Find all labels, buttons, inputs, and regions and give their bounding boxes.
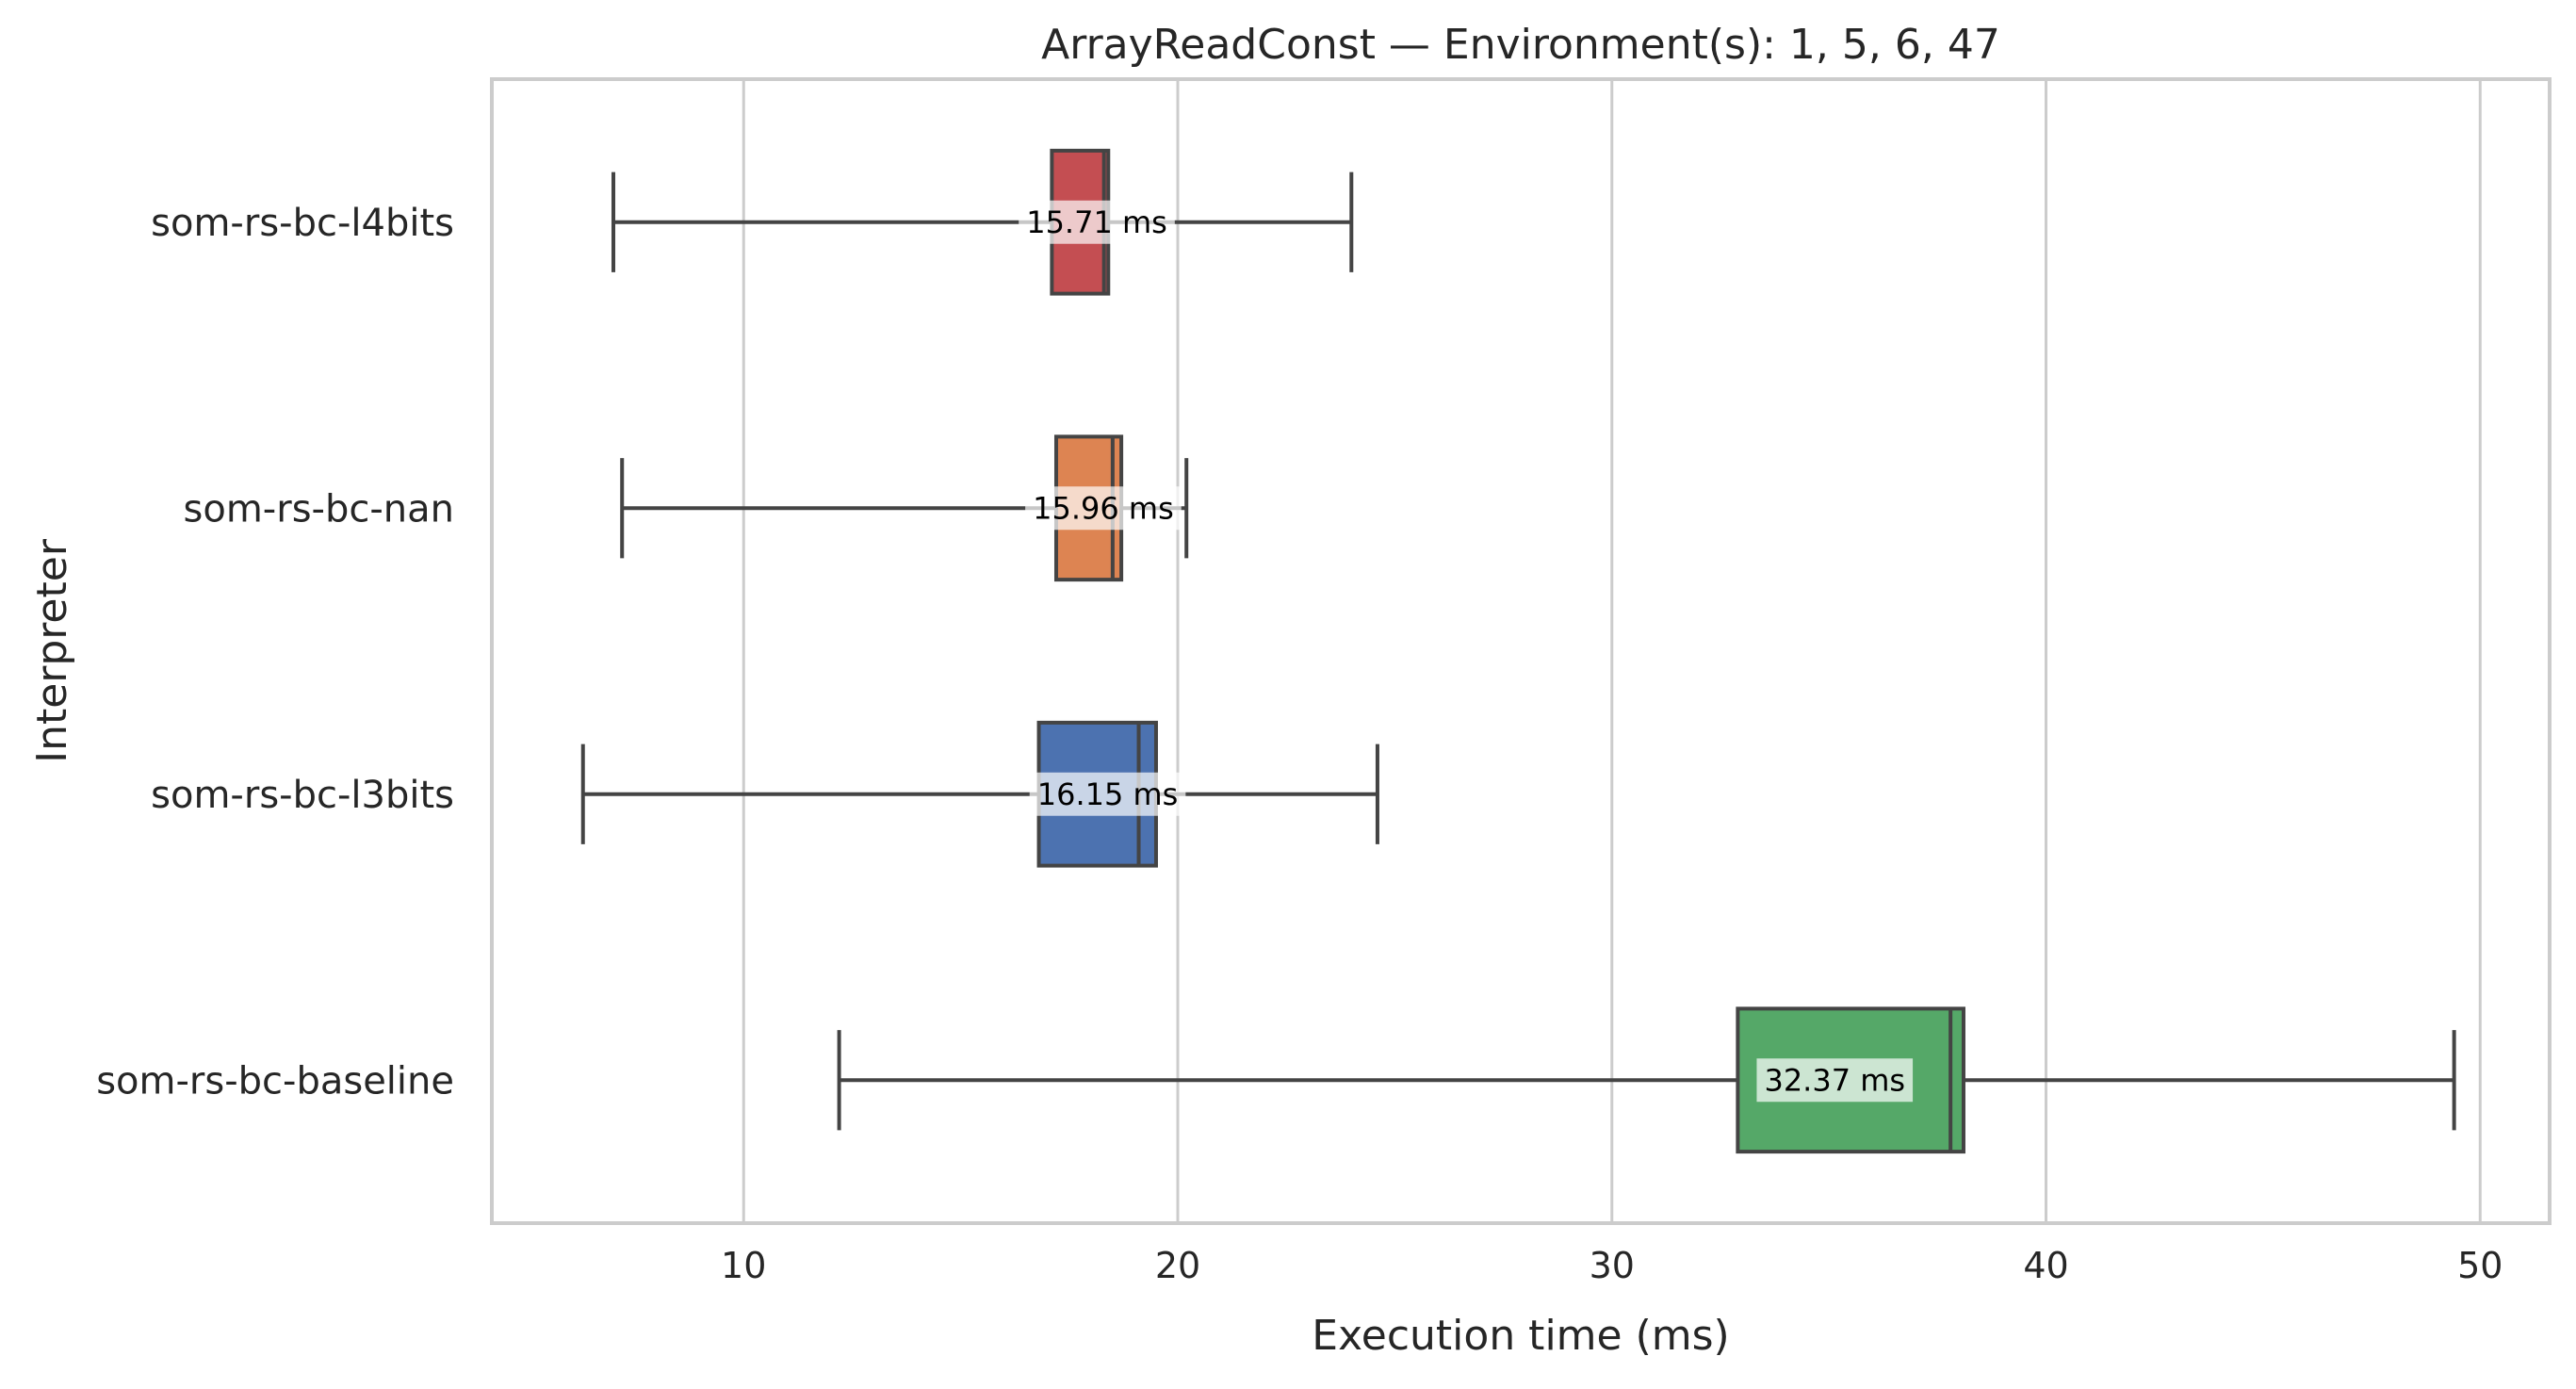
- mean-value-label-bg: [1029, 772, 1186, 816]
- ticks-layer: 10 20 30 40 50: [721, 1245, 2503, 1286]
- box-group-som-rs-bc-l4bits: 15.71 ms: [611, 148, 1354, 296]
- mean-value-label: 32.37 ms: [1764, 1062, 1905, 1098]
- mean-value-label: 15.71 ms: [1026, 204, 1167, 240]
- mean-value-label: 16.15 ms: [1037, 776, 1179, 812]
- x-tick-label: 40: [2023, 1245, 2068, 1286]
- chart-title: ArrayReadConst — Environment(s): 1, 5, 6…: [1041, 21, 2000, 69]
- x-tick-label: 30: [1590, 1245, 1635, 1286]
- x-tick-label: 10: [721, 1245, 766, 1286]
- x-tick-label: 50: [2457, 1245, 2503, 1286]
- y-axis-label: Interpreter: [28, 538, 76, 763]
- box-group-som-rs-bc-nan: 15.96 ms: [620, 434, 1189, 582]
- box-group-som-rs-bc-baseline: 32.37 ms: [837, 1006, 2456, 1154]
- category-labels: som-rs-bc-l4bits som-rs-bc-nan som-rs-bc-l…: [96, 202, 454, 1103]
- plot-frame: [490, 77, 2552, 1225]
- mean-value-label-bg: [1019, 200, 1175, 244]
- boxes-layer: 15.71 ms 15.96 ms 16.15 ms 32.37 ms: [580, 148, 2456, 1154]
- category-label: som-rs-bc-l3bits: [151, 774, 454, 817]
- mean-value-label-bg: [1025, 486, 1182, 531]
- x-axis-label: Execution time (ms): [1312, 1312, 1729, 1360]
- x-tick-label: 20: [1155, 1245, 1200, 1286]
- mean-value-label-bg: [1756, 1058, 1914, 1103]
- category-label: som-rs-bc-nan: [184, 487, 454, 531]
- mean-value-label: 15.96 ms: [1033, 490, 1174, 526]
- category-label: som-rs-bc-l4bits: [151, 202, 454, 245]
- grid-layer: [742, 79, 2482, 1223]
- box-group-som-rs-bc-l3bits: 16.15 ms: [580, 720, 1379, 868]
- category-label: som-rs-bc-baseline: [96, 1059, 454, 1103]
